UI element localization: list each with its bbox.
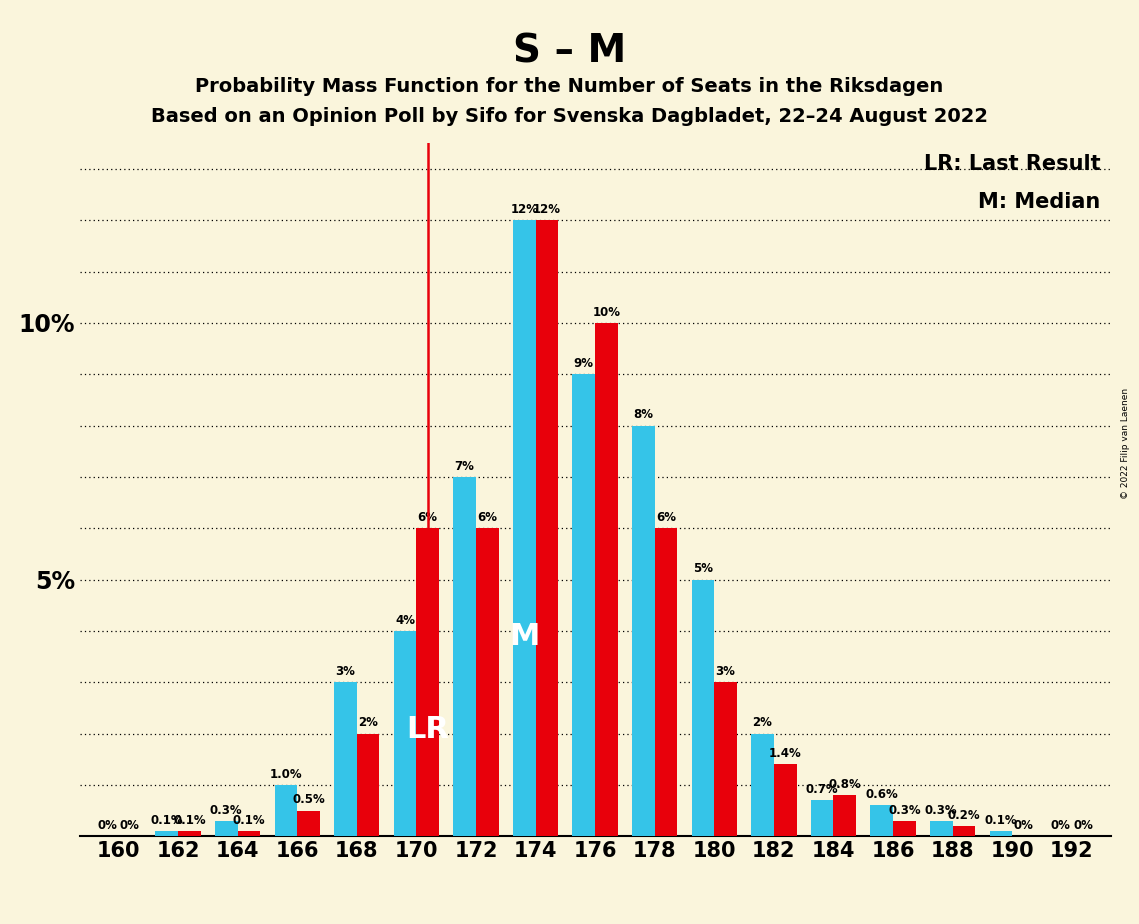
- Bar: [655, 529, 678, 836]
- Text: 12%: 12%: [533, 203, 560, 216]
- Text: 12%: 12%: [510, 203, 539, 216]
- Text: M: Median: M: Median: [978, 192, 1100, 212]
- Text: LR: Last Result: LR: Last Result: [924, 153, 1100, 174]
- Text: 0%: 0%: [120, 819, 140, 833]
- Text: 0%: 0%: [1050, 819, 1071, 833]
- Text: 0.6%: 0.6%: [866, 788, 898, 801]
- Text: 3%: 3%: [715, 665, 736, 678]
- Text: 0.3%: 0.3%: [888, 804, 920, 817]
- Text: 6%: 6%: [656, 511, 677, 524]
- Text: 10%: 10%: [592, 306, 621, 319]
- Bar: [394, 631, 417, 836]
- Bar: [632, 426, 655, 836]
- Bar: [870, 806, 893, 836]
- Text: 7%: 7%: [454, 460, 475, 473]
- Bar: [535, 220, 558, 836]
- Bar: [297, 810, 320, 836]
- Bar: [513, 220, 535, 836]
- Bar: [453, 477, 476, 836]
- Text: LR: LR: [407, 715, 449, 744]
- Text: 6%: 6%: [418, 511, 437, 524]
- Bar: [811, 800, 834, 836]
- Text: Based on an Opinion Poll by Sifo for Svenska Dagbladet, 22–24 August 2022: Based on an Opinion Poll by Sifo for Sve…: [151, 107, 988, 127]
- Text: 3%: 3%: [336, 665, 355, 678]
- Bar: [773, 764, 796, 836]
- Bar: [990, 831, 1013, 836]
- Bar: [929, 821, 952, 836]
- Text: 0.1%: 0.1%: [984, 814, 1017, 827]
- Text: © 2022 Filip van Laenen: © 2022 Filip van Laenen: [1121, 388, 1130, 499]
- Text: 0.3%: 0.3%: [925, 804, 958, 817]
- Text: 0.1%: 0.1%: [150, 814, 183, 827]
- Bar: [178, 831, 200, 836]
- Text: 1.0%: 1.0%: [270, 768, 302, 781]
- Text: 0.1%: 0.1%: [173, 814, 206, 827]
- Bar: [952, 826, 975, 836]
- Text: 8%: 8%: [633, 408, 654, 421]
- Text: 6%: 6%: [477, 511, 498, 524]
- Text: 5%: 5%: [693, 563, 713, 576]
- Text: 0.8%: 0.8%: [828, 778, 861, 791]
- Bar: [752, 734, 773, 836]
- Bar: [893, 821, 916, 836]
- Bar: [334, 682, 357, 836]
- Text: 0%: 0%: [97, 819, 117, 833]
- Bar: [573, 374, 596, 836]
- Text: 9%: 9%: [574, 357, 593, 371]
- Bar: [215, 821, 238, 836]
- Text: Probability Mass Function for the Number of Seats in the Riksdagen: Probability Mass Function for the Number…: [196, 77, 943, 96]
- Bar: [238, 831, 261, 836]
- Text: 0.5%: 0.5%: [293, 794, 325, 807]
- Text: 0.1%: 0.1%: [232, 814, 265, 827]
- Text: 2%: 2%: [358, 716, 378, 729]
- Text: 0%: 0%: [1014, 819, 1033, 833]
- Bar: [834, 796, 857, 836]
- Text: M: M: [509, 623, 540, 651]
- Bar: [691, 579, 714, 836]
- Text: 4%: 4%: [395, 614, 415, 626]
- Text: S – M: S – M: [513, 32, 626, 70]
- Bar: [476, 529, 499, 836]
- Text: 0.7%: 0.7%: [805, 784, 838, 796]
- Bar: [417, 529, 439, 836]
- Text: 1.4%: 1.4%: [769, 748, 802, 760]
- Bar: [274, 784, 297, 836]
- Bar: [155, 831, 178, 836]
- Bar: [596, 322, 617, 836]
- Text: 0.2%: 0.2%: [948, 808, 981, 821]
- Bar: [357, 734, 379, 836]
- Text: 0.3%: 0.3%: [210, 804, 243, 817]
- Bar: [714, 682, 737, 836]
- Text: 2%: 2%: [753, 716, 772, 729]
- Text: 0%: 0%: [1073, 819, 1093, 833]
